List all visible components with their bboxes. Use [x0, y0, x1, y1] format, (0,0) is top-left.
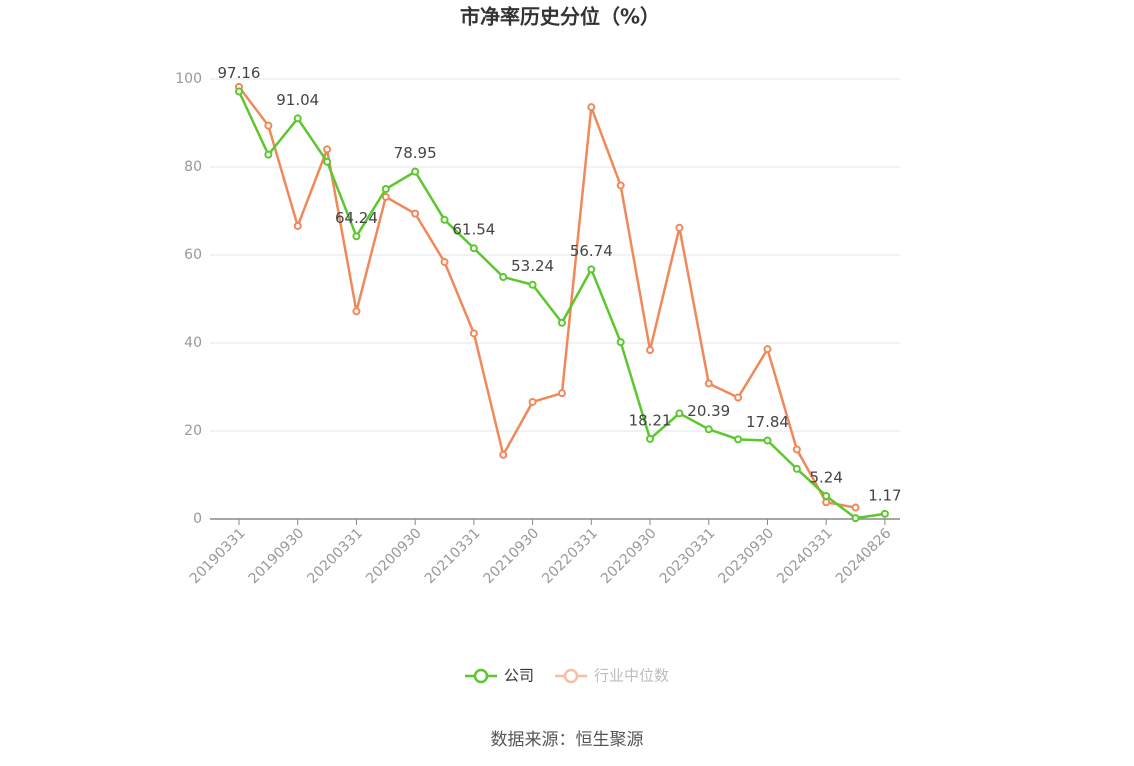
data-point: [264, 121, 273, 130]
data-label: 18.21: [629, 411, 672, 429]
x-tick-label: 20210930: [481, 525, 543, 587]
legend-marker: [473, 668, 489, 684]
x-tick-label: 20190331: [187, 525, 249, 587]
data-point: [323, 145, 332, 154]
x-tick-label: 20190930: [246, 525, 308, 587]
legend-label: 公司: [504, 667, 534, 685]
data-point: [822, 491, 831, 500]
data-label: 56.74: [570, 242, 613, 260]
data-point: [646, 346, 655, 355]
legend-item[interactable]: 行业中位数: [555, 667, 669, 685]
data-point: [499, 450, 508, 459]
source-note: 数据来源：恒生聚源: [491, 730, 644, 750]
data-point: [763, 345, 772, 354]
y-tick-label: 20: [184, 423, 202, 439]
data-point: [646, 434, 655, 443]
data-point: [293, 221, 302, 230]
y-tick-label: 80: [184, 159, 202, 175]
x-tick-label: 20240826: [833, 525, 895, 587]
x-tick-label: 20200930: [363, 525, 425, 587]
data-label: 78.95: [394, 144, 437, 162]
data-label: 17.84: [746, 413, 789, 431]
data-point: [323, 157, 332, 166]
data-point: [675, 409, 684, 418]
data-point: [851, 503, 860, 512]
data-point: [587, 103, 596, 112]
data-label: 61.54: [452, 221, 495, 239]
data-point: [557, 318, 566, 327]
data-label: 5.24: [809, 468, 842, 486]
data-point: [616, 338, 625, 347]
legend-label: 行业中位数: [594, 667, 669, 685]
series-line: [238, 86, 856, 509]
data-point: [734, 393, 743, 402]
x-tick-label: 20240331: [774, 525, 836, 587]
data-label: 91.04: [276, 91, 319, 109]
data-point: [499, 273, 508, 281]
data-point: [822, 498, 831, 507]
y-tick-label: 40: [184, 335, 202, 351]
data-point: [352, 232, 361, 241]
x-tick-label: 20210331: [422, 525, 484, 587]
data-point: [264, 150, 273, 159]
data-point: [469, 329, 478, 338]
data-point: [411, 167, 420, 176]
data-label: 64.24: [335, 209, 378, 227]
data-point: [235, 87, 243, 96]
data-point: [557, 389, 566, 398]
data-point: [763, 436, 772, 445]
data-point: [792, 445, 801, 454]
y-tick-label: 100: [175, 71, 202, 87]
data-point: [704, 425, 713, 434]
chart-title: 市净率历史分位（%）: [460, 5, 660, 29]
data-point: [440, 215, 449, 224]
data-point: [381, 185, 390, 193]
data-point: [528, 280, 537, 289]
data-label: 97.16: [218, 64, 261, 82]
data-point: [587, 265, 596, 274]
x-tick-label: 20220331: [539, 525, 601, 587]
data-point: [411, 209, 420, 218]
data-label: 53.24: [511, 257, 554, 275]
data-point: [352, 307, 361, 316]
data-point: [851, 514, 860, 523]
data-point: [469, 244, 478, 253]
x-tick-label: 20230331: [657, 525, 719, 587]
data-point: [734, 435, 743, 444]
data-point: [880, 509, 889, 518]
data-point: [675, 223, 684, 232]
x-tick-label: 20220930: [598, 525, 660, 587]
x-tick-label: 20230930: [715, 525, 777, 587]
data-point: [616, 181, 625, 190]
legend-item[interactable]: 公司: [465, 667, 534, 685]
data-label: 1.17: [868, 486, 901, 504]
data-point: [704, 379, 713, 388]
data-point: [381, 192, 390, 201]
x-tick-label: 20200331: [304, 525, 366, 587]
data-label: 20.39: [687, 402, 730, 420]
legend-marker: [563, 668, 579, 684]
data-point: [792, 464, 801, 473]
data-point: [440, 258, 449, 267]
data-point: [528, 397, 537, 406]
data-point: [293, 114, 302, 123]
y-tick-label: 60: [184, 247, 202, 263]
series-line: [237, 90, 886, 520]
y-tick-label: 0: [193, 511, 202, 527]
